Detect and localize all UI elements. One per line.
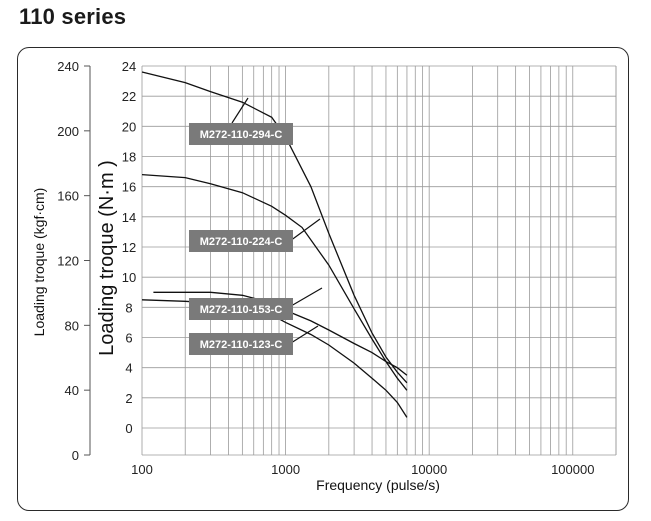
series-label-M272-110-153-C: M272-110-153-C — [200, 304, 283, 316]
nm-tick-label: 24 — [122, 59, 136, 74]
leader-line-M272-110-123-C — [290, 325, 319, 344]
series-label-M272-110-294-C: M272-110-294-C — [200, 129, 283, 141]
nm-tick-label: 20 — [122, 119, 136, 134]
series-label-M272-110-123-C: M272-110-123-C — [200, 339, 283, 351]
curve-M272-110-224-C — [141, 173, 408, 391]
left-tick-label: 240 — [57, 59, 79, 74]
nm-tick-label: 10 — [122, 270, 136, 285]
left-tick-label: 0 — [72, 448, 79, 463]
series-label-box-M272-110-224-C — [189, 230, 293, 252]
series-label-box-M272-110-153-C — [189, 298, 293, 320]
curve-M272-110-294-C — [141, 71, 408, 384]
nm-tick-label: 22 — [122, 89, 136, 104]
left-tick-label: 40 — [65, 383, 79, 398]
leader-line-M272-110-153-C — [290, 287, 323, 307]
nm-tick-label: 6 — [125, 331, 132, 346]
page-title: 110 series — [19, 4, 127, 29]
x-tick-label: 100 — [131, 462, 153, 477]
nm-tick-label: 0 — [125, 421, 132, 436]
x-tick-label: 1000 — [271, 462, 300, 477]
left-tick-label: 80 — [65, 318, 79, 333]
left-tick-label: 120 — [57, 254, 79, 269]
x-axis-label: Frequency (pulse/s) — [316, 477, 440, 493]
left-tick-label: 160 — [57, 189, 79, 204]
leader-line-M272-110-294-C — [231, 97, 249, 124]
nm-tick-label: 18 — [122, 150, 136, 165]
x-tick-label: 100000 — [551, 462, 594, 477]
label-layer: M272-110-294-C M272-110-224-C M272-110-153… — [189, 97, 323, 355]
y-axis-label-left: Loading troque (kgf·cm) — [31, 188, 47, 337]
nm-tick-label: 12 — [122, 240, 136, 255]
x-tick-label: 10000 — [411, 462, 447, 477]
series-label-box-M272-110-123-C — [189, 333, 293, 355]
y-axis-label-right: Loading troque (N·m ) — [96, 160, 118, 356]
nm-tick-label: 16 — [122, 180, 136, 195]
curve-M272-110-153-C — [153, 291, 408, 376]
series-label-M272-110-224-C: M272-110-224-C — [200, 236, 283, 248]
chart-frame — [17, 47, 629, 511]
nm-tick-label: 14 — [122, 210, 136, 225]
nm-tick-label: 2 — [125, 391, 132, 406]
axis-layer: 0408012016020024002468101214161820222410… — [57, 59, 594, 477]
nm-tick-label: 8 — [125, 300, 132, 315]
left-tick-label: 200 — [57, 124, 79, 139]
leader-line-M272-110-224-C — [289, 218, 321, 242]
nm-tick-label: 4 — [125, 361, 132, 376]
series-label-box-M272-110-294-C — [189, 123, 293, 145]
